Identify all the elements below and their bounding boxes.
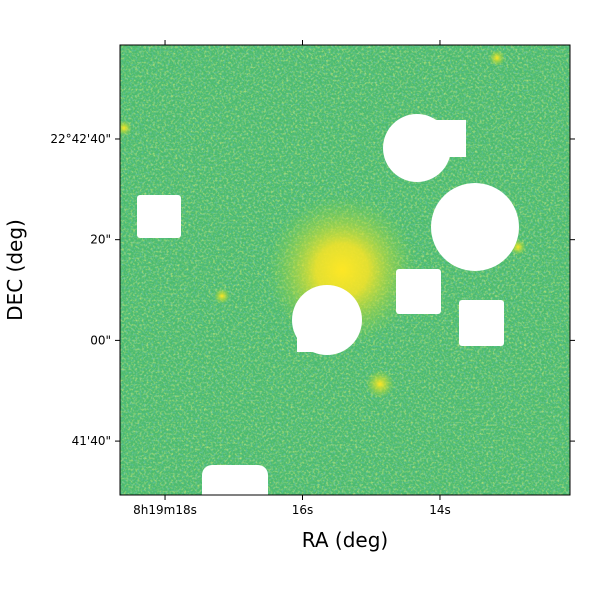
plot-frame xyxy=(119,44,571,496)
y-tick-label: 41'40" xyxy=(72,434,111,448)
y-tick-label: 00" xyxy=(90,333,111,347)
x-tick-label: 8h19m18s xyxy=(133,503,197,517)
x-axis-label: RA (deg) xyxy=(302,528,388,552)
y-tick-label: 20" xyxy=(90,233,111,247)
y-tick-label: 22°42'40" xyxy=(50,132,111,146)
sky-image xyxy=(120,45,570,495)
x-tick-label: 14s xyxy=(429,503,451,517)
mask xyxy=(137,114,519,495)
x-tick-label: 16s xyxy=(292,503,314,517)
y-axis-label: DEC (deg) xyxy=(3,219,27,321)
